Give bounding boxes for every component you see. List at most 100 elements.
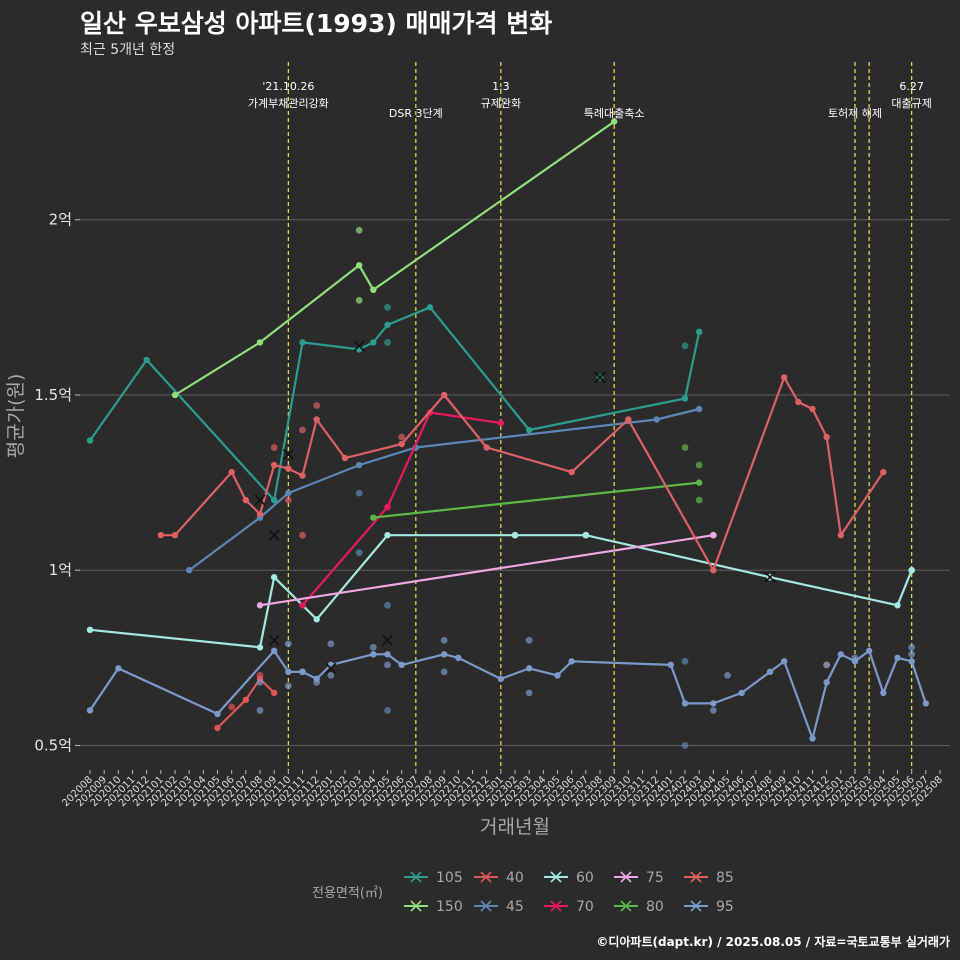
scatter-point-95 (724, 671, 731, 679)
cross-marker-95 (381, 634, 394, 646)
line-point-85 (837, 531, 845, 539)
line-point-60 (270, 574, 278, 581)
scatter-point-95 (384, 661, 391, 669)
line-point-85 (171, 531, 179, 539)
line-point-85 (823, 433, 830, 441)
cross-marker-105 (594, 371, 606, 384)
scatter-point-105 (384, 338, 391, 346)
scatter-point-95 (709, 707, 717, 714)
scatter-point-95 (256, 707, 264, 714)
line-point-95 (667, 661, 675, 669)
line-point-85 (242, 496, 250, 504)
line-point-150 (256, 339, 264, 346)
scatter-point-85 (398, 433, 406, 441)
event-label: 대출규제 (891, 97, 931, 110)
y-tick-label: 1.5억 (34, 386, 72, 404)
scatter-point-40 (256, 671, 264, 679)
source-caption: ©디아파트(dapt.kr) / 2025.08.05 / 자료=국토교통부 실… (596, 935, 950, 949)
line-point-95 (823, 679, 830, 686)
line-point-60 (384, 531, 391, 539)
cross-marker-85 (282, 448, 294, 461)
scatter-point-45 (355, 489, 363, 497)
legend-key-cross (480, 871, 492, 883)
legend-title: 전용면적(㎡) (312, 886, 383, 901)
series-line-85 (160, 376, 885, 572)
event-label: 토허제 해제 (828, 106, 882, 120)
line-point-45 (653, 416, 660, 423)
line-point-70 (384, 503, 391, 511)
series-line-40 (216, 677, 275, 729)
legend-key-cross (620, 871, 632, 883)
legend-key-cross (690, 871, 702, 883)
scatter-point-60 (511, 531, 519, 539)
line-point-75 (256, 602, 264, 609)
scatter-point-105 (681, 342, 689, 350)
y-tick-label: 0.5억 (34, 736, 72, 754)
line-point-150 (171, 391, 179, 399)
event-label: 1.3 (492, 80, 510, 93)
line-point-105 (384, 321, 391, 329)
scatter-point-150 (355, 296, 363, 304)
legend-key-cross (550, 871, 562, 883)
scatter-point-105 (384, 303, 391, 311)
scatter-point-95 (313, 678, 321, 686)
line-point-80 (695, 479, 703, 486)
scatter-point-45 (384, 707, 391, 714)
scatter-point-45 (681, 657, 689, 665)
cross-marker-85 (254, 494, 266, 506)
scatter-point-95 (908, 650, 916, 658)
legend-label: 75 (646, 870, 664, 886)
scatter-point-75 (709, 531, 717, 539)
line-point-95 (738, 689, 745, 697)
y-tick-label: 1억 (49, 561, 72, 579)
scatter-point-85 (299, 426, 306, 434)
scatter-point-95 (908, 643, 916, 651)
line-point-95 (440, 651, 448, 658)
line-point-105 (143, 356, 150, 364)
line-point-60 (894, 602, 901, 609)
legend-key-cross (550, 900, 562, 912)
line-point-95 (497, 675, 505, 683)
event-label: 6.27 (899, 80, 924, 93)
scatter-point-95 (327, 671, 335, 679)
line-point-95 (554, 672, 561, 679)
scatter-point-95 (327, 640, 335, 648)
line-point-85 (313, 416, 320, 423)
scatter-point-80 (681, 444, 689, 451)
scatter-point-80 (695, 461, 703, 469)
line-point-80 (370, 514, 377, 521)
event-label: 가계부채관리강화 (248, 97, 329, 110)
line-point-40 (270, 689, 278, 697)
line-point-60 (256, 644, 264, 651)
line-point-95 (780, 658, 788, 665)
scatter-point-60 (582, 531, 590, 539)
line-point-45 (185, 567, 193, 574)
scatter-point-95 (284, 682, 292, 690)
scatter-point-45 (355, 549, 363, 557)
line-point-85 (256, 510, 264, 518)
line-point-85 (483, 444, 490, 451)
line-point-40 (242, 696, 250, 704)
scatter-point-60 (908, 566, 916, 574)
line-point-95 (270, 647, 278, 655)
y-axis-title: 평균가(원) (5, 374, 27, 459)
legend-key-cross (410, 871, 422, 883)
legend-label: 40 (506, 870, 524, 886)
line-point-105 (681, 395, 689, 402)
line-point-95 (370, 651, 377, 658)
line-point-85 (809, 405, 816, 413)
cross-marker-60 (764, 571, 776, 583)
line-point-105 (86, 437, 94, 444)
y-tick-label: 2억 (49, 211, 72, 229)
series-line-95 (89, 649, 927, 740)
legend-key-cross (410, 900, 422, 912)
series-line-80 (373, 481, 700, 519)
line-point-95 (115, 665, 122, 672)
line-point-150 (355, 262, 363, 269)
scatter-point-85 (284, 496, 292, 504)
legend-label: 95 (716, 899, 734, 915)
line-point-95 (922, 700, 930, 707)
scatter-point-95 (440, 636, 448, 644)
legend-key-cross (480, 900, 492, 912)
line-point-85 (270, 461, 278, 469)
